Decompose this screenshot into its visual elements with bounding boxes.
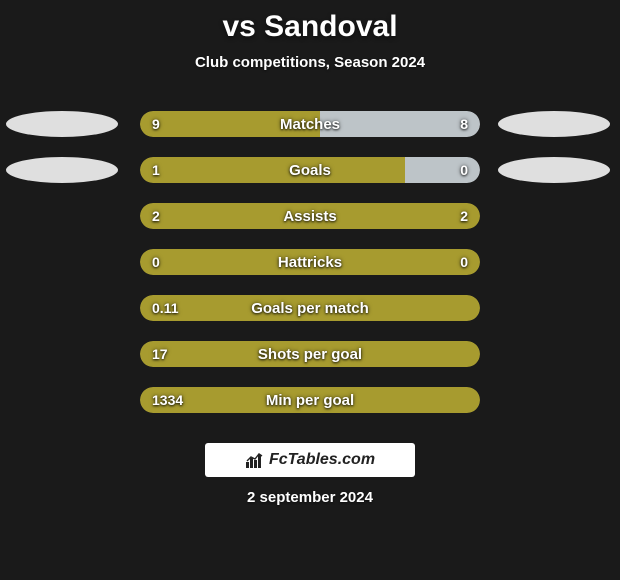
- stat-row: Hattricks00: [0, 239, 620, 285]
- stat-bar-right: [320, 111, 480, 137]
- stat-bar-right: [405, 157, 480, 183]
- stat-bar-track: Hattricks00: [140, 249, 480, 275]
- stat-row: Assists22: [0, 193, 620, 239]
- stat-bar-left: [140, 157, 405, 183]
- stat-bar-left: [140, 203, 480, 229]
- page-title: vs Sandoval: [0, 0, 620, 44]
- stat-bar-track: Goals per match0.11: [140, 295, 480, 321]
- stat-row: Goals per match0.11: [0, 285, 620, 331]
- stat-bar-left: [140, 249, 480, 275]
- branding-badge: FcTables.com: [205, 443, 415, 477]
- stat-bar-left: [140, 341, 480, 367]
- footer-date: 2 september 2024: [0, 489, 620, 506]
- stat-bar-track: Shots per goal17: [140, 341, 480, 367]
- branding-text: FcTables.com: [269, 451, 375, 469]
- player-placeholder-left: [6, 111, 118, 137]
- stat-bar-track: Matches98: [140, 111, 480, 137]
- stat-bar-left: [140, 111, 320, 137]
- stat-bar-left: [140, 295, 480, 321]
- stat-row: Min per goal1334: [0, 377, 620, 423]
- stat-row: Shots per goal17: [0, 331, 620, 377]
- player-placeholder-left: [6, 157, 118, 183]
- subtitle: Club competitions, Season 2024: [0, 54, 620, 71]
- stat-bar-track: Assists22: [140, 203, 480, 229]
- stat-bar-track: Min per goal1334: [140, 387, 480, 413]
- comparison-chart: Matches98 Goals10 Assists22 Hattricks00 Goal…: [0, 101, 620, 423]
- player-placeholder-right: [498, 111, 610, 137]
- chart-icon: [245, 452, 265, 468]
- stat-bar-left: [140, 387, 480, 413]
- stat-bar-track: Goals10: [140, 157, 480, 183]
- player-placeholder-right: [498, 157, 610, 183]
